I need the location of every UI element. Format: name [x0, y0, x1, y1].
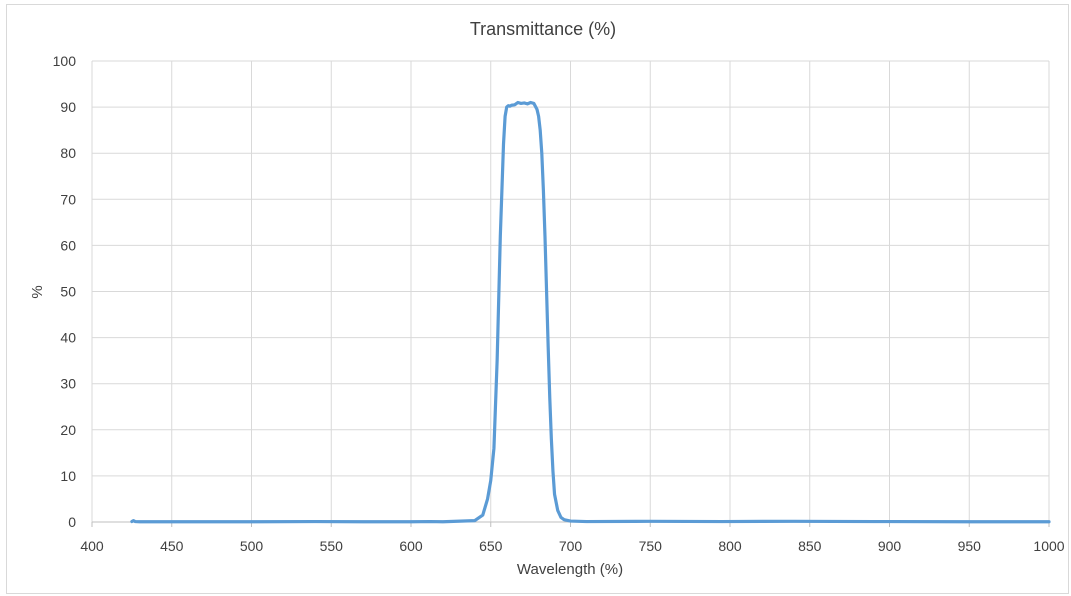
y-tick-label: 70 [60, 191, 76, 207]
y-tick-label: 80 [60, 145, 76, 161]
y-tick-label: 10 [60, 468, 76, 484]
x-tick-label: 650 [479, 538, 503, 554]
x-tick-label: 600 [399, 538, 423, 554]
y-tick-label: 30 [60, 376, 76, 392]
y-axis-label: % [29, 285, 46, 298]
x-tick-label: 900 [878, 538, 902, 554]
chart-area [6, 4, 1069, 594]
y-tick-label: 40 [60, 330, 76, 346]
data-series [130, 100, 1051, 524]
x-tick-label: 550 [320, 538, 344, 554]
x-tick-label: 500 [240, 538, 264, 554]
x-axis-label: Wavelength (%) [517, 561, 623, 578]
x-tick-label: 1000 [1033, 538, 1064, 554]
x-tick-label: 800 [718, 538, 742, 554]
gridlines [91, 60, 1050, 522]
transmittance-series-line [130, 100, 1051, 524]
x-tick-label: 700 [559, 538, 583, 554]
y-tick-label: 0 [68, 514, 76, 530]
x-tick-label: 750 [639, 538, 663, 554]
y-tick-label: 100 [53, 53, 77, 69]
y-tick-label: 60 [60, 237, 76, 253]
x-tick-label: 850 [798, 538, 822, 554]
x-tick-label: 950 [958, 538, 982, 554]
x-tick-label: 450 [160, 538, 184, 554]
tick-labels: 0 10 20 30 40 50 60 70 80 90 100 400 450 500 550 600 650… [53, 53, 1065, 554]
y-tick-label: 20 [60, 422, 76, 438]
x-tick-label: 400 [80, 538, 104, 554]
y-tick-label: 90 [60, 99, 76, 115]
chart-title: Transmittance (%) [470, 19, 616, 39]
y-tick-label: 50 [60, 284, 76, 300]
